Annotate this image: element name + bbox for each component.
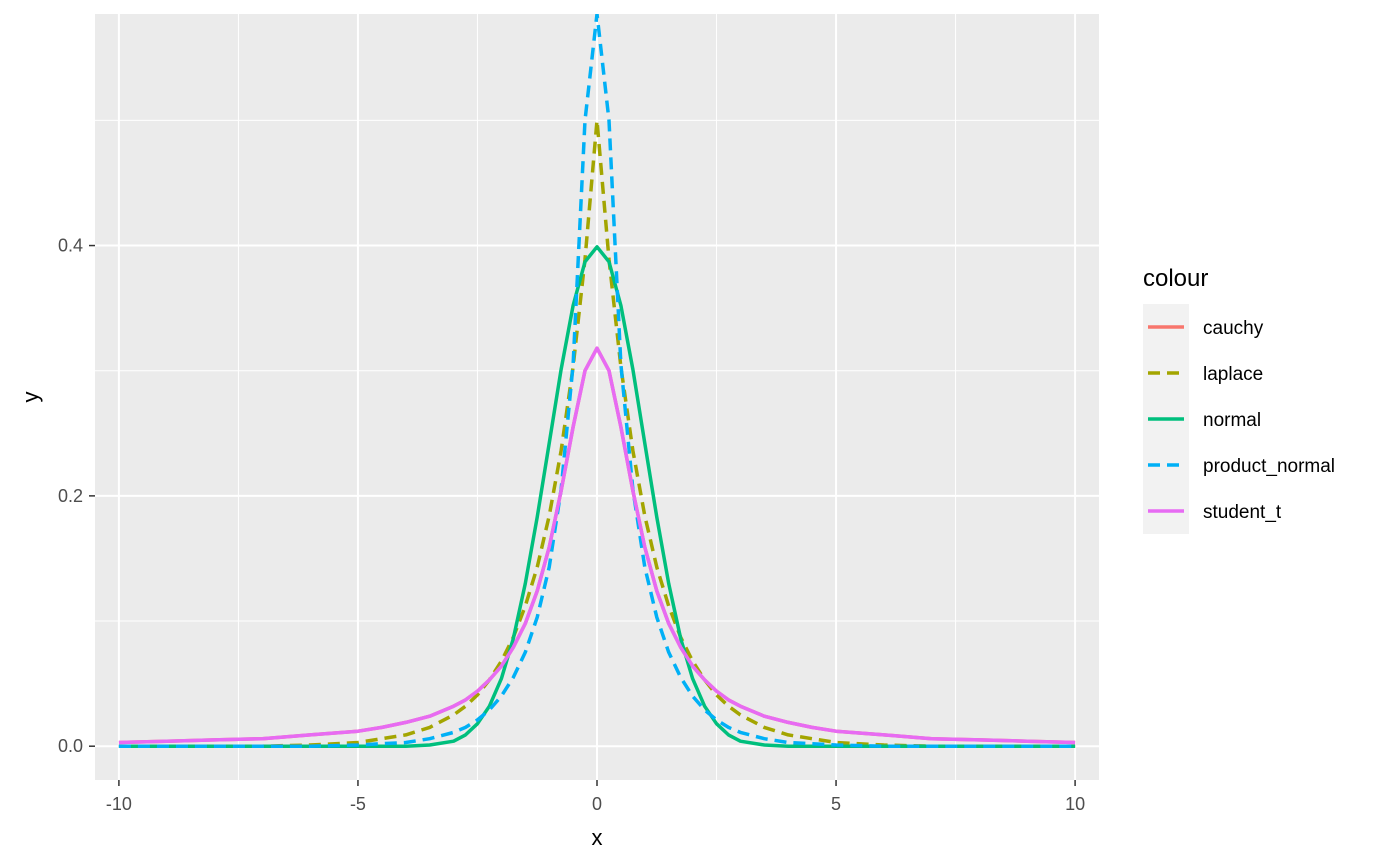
x-tick-label: -10 [106,794,132,814]
x-tick-label: 5 [831,794,841,814]
x-tick-label: 10 [1065,794,1085,814]
series-lines [118,14,1076,748]
series-line-student_t [118,346,1076,745]
y-axis: 0.0 0.2 0.4 [58,236,95,756]
x-tick-label: 0 [592,794,602,814]
y-tick-label: 0.0 [58,736,83,756]
y-tick-label: 0.2 [58,486,83,506]
legend-label-student_t: student_t [1203,502,1282,523]
legend-label-cauchy: cauchy [1203,318,1264,339]
x-tick-label: -5 [350,794,366,814]
series-line-normal [118,245,1076,748]
legend: colour cauchy laplace normal product_normal… [1143,265,1335,534]
x-axis: -10 -5 0 5 10 [106,780,1085,814]
legend-label-product_normal: product_normal [1203,456,1335,477]
y-tick-label: 0.4 [58,236,83,256]
legend-label-normal: normal [1203,410,1261,431]
y-axis-title: y [18,392,43,403]
x-axis-title: x [592,825,603,850]
series-line-product_normal [118,14,1076,748]
legend-title: colour [1143,265,1208,292]
series-line-laplace [118,118,1076,748]
legend-items: cauchy laplace normal product_normalstudent… [1148,318,1335,523]
legend-label-laplace: laplace [1203,364,1263,385]
